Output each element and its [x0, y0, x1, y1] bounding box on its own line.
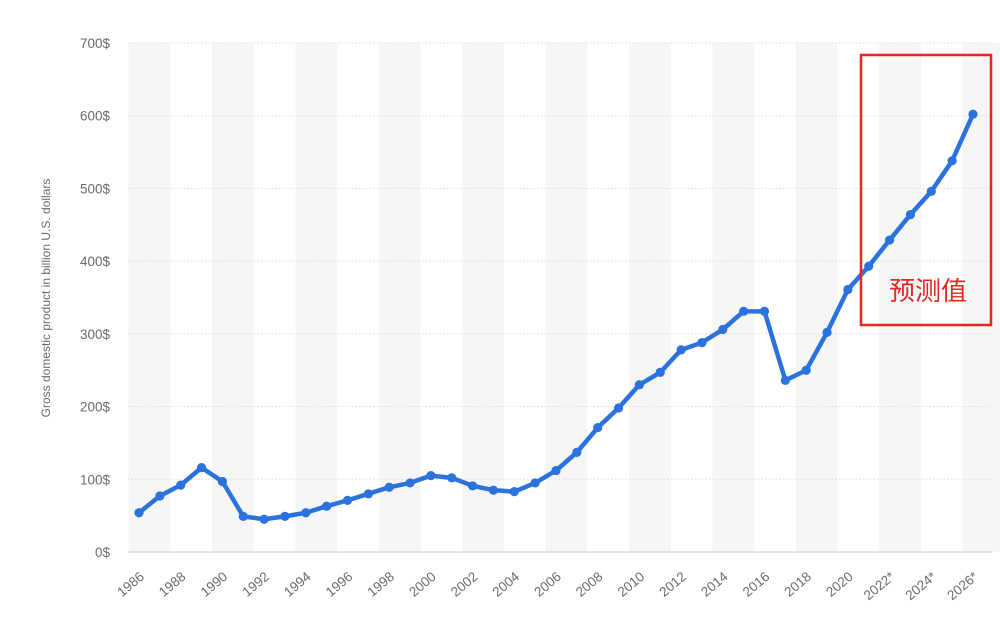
data-point: [176, 480, 186, 490]
gridlines: [128, 42, 992, 553]
x-tick-label: 1996: [323, 569, 356, 600]
background-band: [628, 43, 671, 552]
background-band: [378, 43, 421, 552]
x-tick-label: 1986: [114, 569, 147, 600]
data-point: [426, 471, 436, 481]
y-tick-label: 400$: [80, 254, 111, 269]
background-band: [211, 43, 254, 552]
data-point: [468, 481, 478, 491]
x-tick-label: 1988: [156, 569, 189, 600]
forecast-box: [859, 53, 993, 327]
x-tick-label: 2008: [573, 569, 606, 600]
data-point: [384, 482, 394, 492]
data-point: [405, 478, 415, 488]
x-tick-label: 2016: [740, 569, 773, 600]
y-tick-label: 100$: [80, 472, 111, 487]
x-tick-label: 2000: [406, 569, 439, 600]
y-tick-label: 500$: [80, 181, 111, 196]
data-point: [488, 485, 499, 495]
x-tick-label: 2022*: [861, 568, 898, 603]
data-point: [926, 186, 936, 196]
data-point: [759, 306, 770, 316]
data-point: [238, 511, 248, 521]
y-axis-title: Gross domestic product in billion U.S. d…: [39, 179, 53, 418]
x-tick-label: 2026*: [944, 568, 981, 603]
x-tick-label: 2010: [615, 569, 648, 600]
background-band: [712, 43, 755, 552]
background-band: [462, 43, 504, 552]
x-tick-label: 1992: [239, 569, 272, 600]
y-tick-label: 600$: [80, 109, 111, 124]
x-tick-label: 2006: [531, 569, 564, 600]
data-point: [196, 463, 207, 473]
data-point: [613, 403, 624, 413]
series-gdp: [134, 109, 978, 524]
x-tick-label: 2004: [490, 569, 523, 600]
data-point: [342, 495, 353, 505]
data-point: [551, 465, 561, 476]
data-point: [509, 487, 519, 497]
y-tick-label: 300$: [80, 327, 111, 342]
data-point: [530, 478, 540, 488]
background-band: [879, 43, 921, 552]
data-point: [280, 511, 290, 521]
x-tick-label: 2024*: [903, 568, 940, 603]
data-point: [822, 327, 832, 338]
data-point: [655, 367, 665, 377]
data-point: [572, 447, 582, 457]
data-point: [634, 380, 645, 390]
background-band: [545, 43, 588, 552]
x-axis-ticks: 1986 1988 1990 1992 1994 1996 1998 2000 2002 2004…: [114, 568, 981, 603]
background-band: [295, 43, 338, 552]
y-tick-label: 200$: [80, 400, 111, 415]
data-point: [301, 508, 311, 518]
data-point: [697, 337, 707, 348]
x-tick-label: 1998: [364, 569, 397, 600]
data-point: [134, 508, 144, 518]
y-tick-label: 0$: [95, 545, 111, 560]
data-point: [780, 375, 790, 385]
x-tick-label: 2012: [656, 569, 689, 600]
forecast-annotation: 预测值: [859, 53, 993, 327]
data-point: [968, 109, 978, 119]
x-tick-label: 2020: [823, 569, 856, 600]
data-point: [739, 306, 749, 316]
background-band: [795, 43, 838, 552]
background-band: [128, 43, 171, 552]
x-tick-label: 1990: [198, 569, 231, 600]
forecast-label: 预测值: [889, 277, 967, 307]
y-tick-label: 700$: [80, 36, 111, 51]
data-point: [676, 345, 686, 355]
data-point: [864, 261, 874, 271]
year-background-bands: [128, 43, 1000, 552]
data-point: [322, 501, 332, 511]
x-tick-label: 1994: [281, 569, 314, 600]
data-point: [947, 156, 957, 166]
data-point: [259, 514, 269, 524]
x-tick-label: 2002: [448, 569, 481, 600]
x-tick-label: 2014: [698, 569, 731, 600]
data-point: [905, 210, 916, 220]
y-axis-ticks: 0$ 100$ 200$ 300$ 400$ 500$ 600$ 700$: [80, 36, 111, 560]
data-point: [217, 476, 227, 487]
x-tick-label: 2018: [781, 569, 814, 600]
data-point: [447, 473, 457, 483]
data-point: [718, 324, 728, 335]
data-point: [801, 365, 811, 375]
background-band: [962, 43, 1000, 552]
data-point: [885, 235, 895, 245]
data-point: [843, 284, 853, 295]
data-point: [363, 489, 373, 499]
data-point: [155, 491, 165, 501]
data-point: [593, 423, 603, 433]
